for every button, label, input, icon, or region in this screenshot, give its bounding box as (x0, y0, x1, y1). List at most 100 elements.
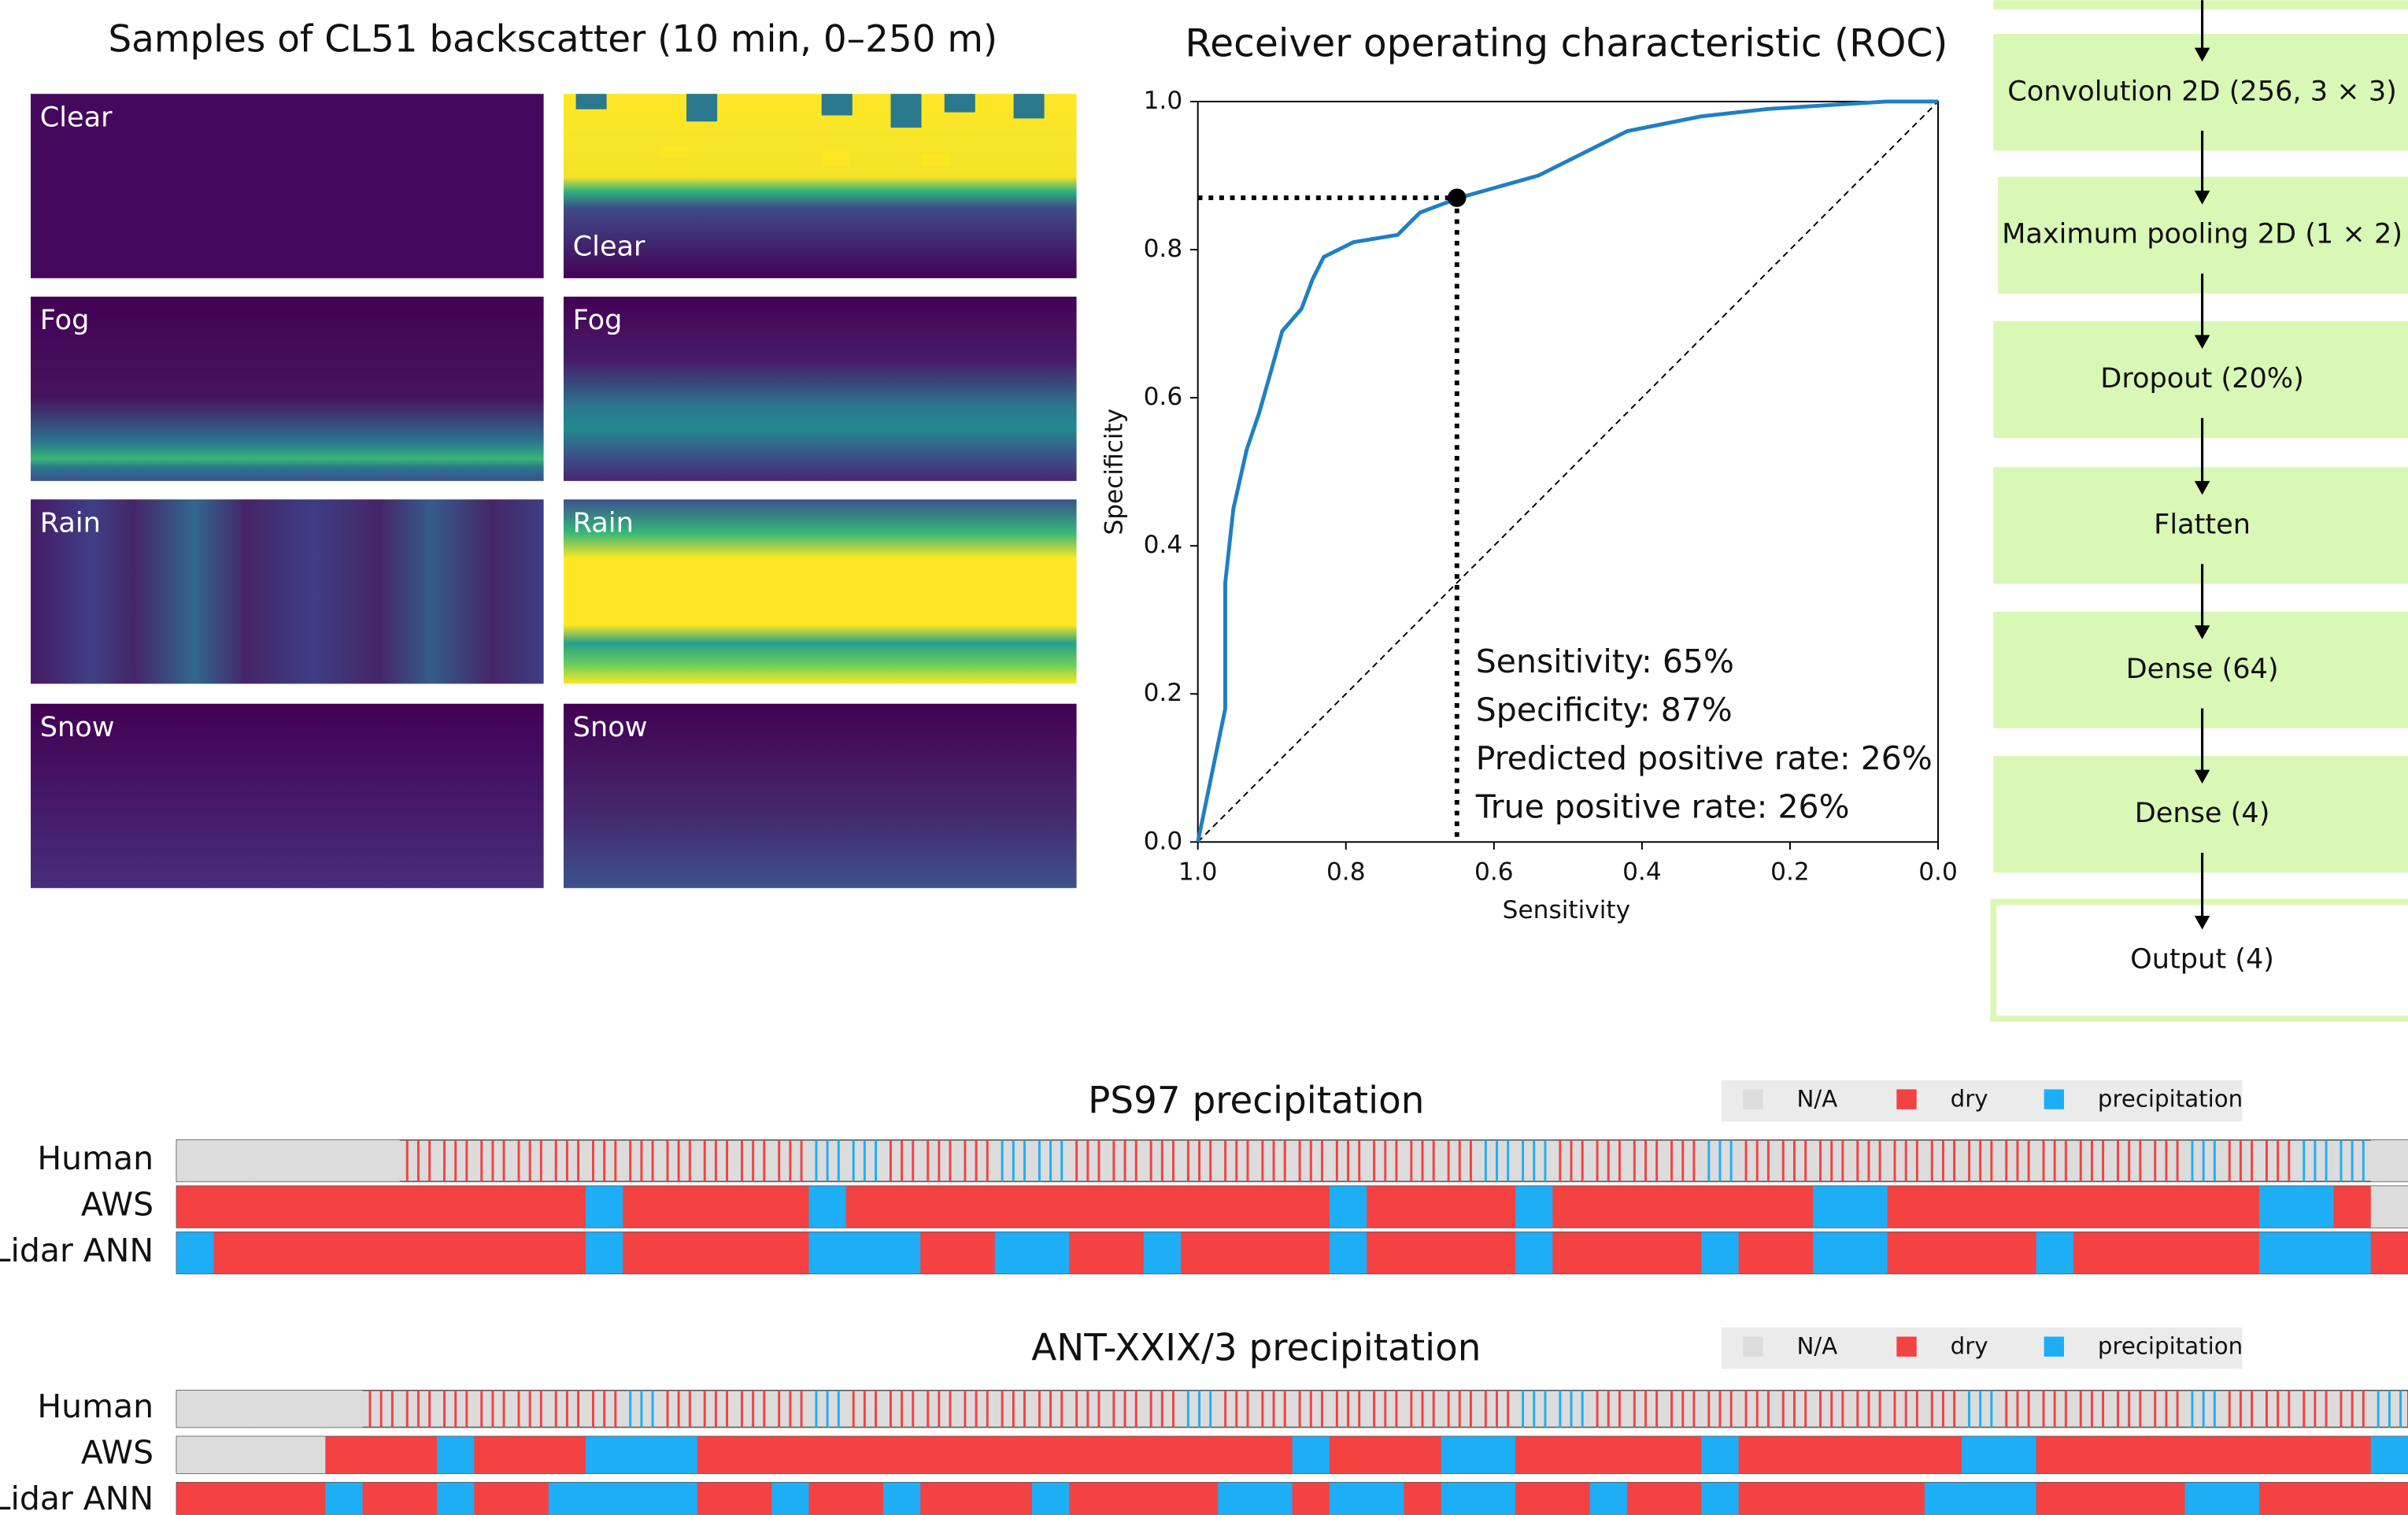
state-bin (1738, 1232, 1777, 1274)
backscatter-block (575, 94, 607, 109)
state-bin (1441, 1186, 1479, 1228)
state-bin (2036, 1436, 2074, 1474)
state-bin (1738, 1482, 1777, 1515)
state-bin (2110, 1436, 2148, 1474)
state-bin (845, 1232, 884, 1274)
arrow-head (2194, 625, 2210, 639)
state-bin (1069, 1186, 1108, 1228)
legend-label: dry (1951, 1333, 1988, 1360)
state-bin (325, 1390, 363, 1428)
y-axis-label: Specificity (1100, 409, 1128, 535)
state-bin (474, 1436, 512, 1474)
backscatter-block (660, 146, 688, 159)
y-tick-label: 0.8 (1144, 235, 1183, 263)
state-bin (1484, 1390, 1510, 1428)
state-bin (213, 1139, 251, 1182)
state-bin (1633, 1390, 1659, 1428)
state-bin (1999, 1232, 2037, 1274)
state-bin (1999, 1186, 2037, 1228)
state-bin (1850, 1436, 1888, 1474)
state-bin (1441, 1232, 1479, 1274)
state-bin (1441, 1436, 1479, 1474)
state-bin (2296, 1482, 2335, 1515)
state-bin (1781, 1139, 1807, 1182)
state-bin (1924, 1232, 1962, 1274)
state-bin (629, 1139, 654, 1182)
y-tick-label: 1.0 (1144, 87, 1183, 115)
state-bin (957, 1232, 996, 1274)
state-bin (1515, 1482, 1553, 1515)
state-bin (1410, 1139, 1435, 1182)
state-bin (2370, 1482, 2408, 1515)
state-bin (994, 1186, 1033, 1228)
state-bin (399, 1232, 438, 1274)
state-bin (994, 1482, 1033, 1515)
state-bin (1441, 1482, 1479, 1515)
state-bin (1962, 1186, 1999, 1228)
backscatter-image (31, 296, 544, 481)
state-bin (697, 1232, 735, 1274)
state-bin (213, 1436, 252, 1474)
state-bin (1850, 1232, 1888, 1274)
state-bin (1924, 1482, 1962, 1515)
state-bin (2303, 1390, 2328, 1428)
state-bin (548, 1232, 586, 1274)
state-bin (2154, 1139, 2179, 1182)
state-bin (2340, 1390, 2365, 1428)
timeline-title: PS97 precipitation (1088, 1080, 1424, 1122)
state-bin (1410, 1390, 1435, 1428)
roc-title: Receiver operating characteristic (ROC) (1185, 21, 1947, 66)
state-bin (771, 1482, 810, 1515)
state-bin (1887, 1436, 1925, 1474)
state-bin (474, 1186, 512, 1228)
state-bin (1292, 1482, 1330, 1515)
state-bin (1373, 1139, 1398, 1182)
node-label: Dropout (20%) (2100, 362, 2304, 394)
state-bin (288, 1390, 326, 1428)
state-bin (1999, 1482, 2037, 1515)
state-bin (1224, 1139, 1249, 1182)
legend-label: N/A (1797, 1086, 1838, 1113)
row-label: Lidar ANN (0, 1232, 154, 1269)
state-bin (554, 1139, 580, 1182)
state-bin (1930, 1390, 1956, 1428)
state-bin (1149, 1390, 1174, 1428)
state-bin (1069, 1232, 1108, 1274)
backscatter-block (686, 94, 718, 122)
state-bin (250, 1232, 289, 1274)
legend-swatch (2044, 1089, 2064, 1109)
backscatter-image (563, 296, 1077, 481)
state-bin (1001, 1139, 1026, 1182)
state-bin (2296, 1232, 2335, 1274)
y-tick-label: 0.6 (1144, 383, 1183, 411)
state-bin (808, 1482, 847, 1515)
state-bin (2005, 1390, 2030, 1428)
state-bin (740, 1139, 766, 1182)
state-bin (1038, 1139, 1063, 1182)
state-bin (288, 1232, 326, 1274)
row-background (176, 1139, 2408, 1183)
state-bin (362, 1482, 401, 1515)
state-bin (2370, 1186, 2408, 1228)
state-bin (2073, 1186, 2111, 1228)
state-bin (1589, 1436, 1628, 1474)
state-bin (1075, 1390, 1100, 1428)
state-bin (586, 1186, 623, 1228)
x-tick-label: 0.4 (1622, 858, 1662, 886)
backscatter-block (921, 154, 949, 166)
legend-label: dry (1951, 1086, 1988, 1113)
state-bin (1589, 1232, 1628, 1274)
state-bin (1112, 1139, 1137, 1182)
state-bin (2228, 1390, 2254, 1428)
state-bin (2221, 1186, 2260, 1228)
state-bin (2036, 1186, 2074, 1228)
legend-label: N/A (1797, 1333, 1838, 1360)
state-bin (1478, 1482, 1516, 1515)
state-bin (2266, 1139, 2291, 1182)
state-bin (1031, 1482, 1070, 1515)
panel-label: Rain (573, 506, 634, 539)
state-bin (443, 1139, 468, 1182)
legend-box (1721, 1327, 2243, 1369)
state-bin (957, 1186, 996, 1228)
state-bin (1335, 1139, 1361, 1182)
